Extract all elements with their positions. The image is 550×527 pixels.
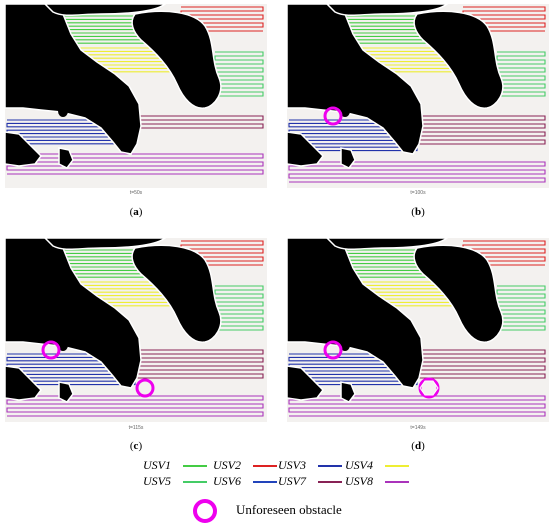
panel-c-map [5,238,267,422]
legend-label: USV8 [345,474,373,488]
land-mass [58,147,74,169]
coverage-map [5,238,264,417]
panel-d-time: t=149s [410,425,426,431]
panel-a-time: t=50s [129,190,143,196]
land-mass [287,4,424,155]
islet [340,105,350,117]
panel-d-map [287,238,549,422]
obstacle-legend-label: Unforeseen obstacle [236,502,342,517]
land-mass [413,10,504,109]
usv8-path [6,395,264,417]
land-mass [5,131,42,167]
obstacle-ring-icon [193,499,217,523]
legend-swatch [385,465,409,467]
legend-swatch [318,465,342,467]
legend-label: USV3 [278,458,306,472]
coverage-map [5,4,264,175]
panel-b-time: t=100s [410,190,426,196]
coverage-map [287,4,546,183]
panel-d-caption: (d) [411,440,425,452]
usv5-path [214,51,264,97]
legend-label: USV6 [213,474,241,488]
legend-swatch [253,465,277,467]
panel-c-caption: (c) [129,440,143,452]
usv5-path [496,285,546,331]
obstacle-boundary [419,380,439,396]
land-mass [43,238,167,251]
panel-a-caption: (a) [129,206,143,218]
land-mass [58,381,74,403]
islet [58,105,68,117]
legend-swatch [183,465,207,467]
legend-label: USV4 [345,458,373,472]
land-mass [325,4,449,17]
legend-label: USV2 [213,458,241,472]
islet [340,339,350,351]
land-mass [43,4,167,17]
panel-b-caption: (b) [411,206,425,218]
unforeseen-obstacle-icon [323,340,343,360]
coverage-map [287,238,546,417]
panel-b-map [287,4,549,188]
legend-swatch [318,481,342,483]
land-mass [5,238,142,389]
usv8-path [288,395,546,417]
legend-label: USV5 [143,474,171,488]
land-mass [5,4,142,155]
usv7-path [418,115,546,145]
usv7-path [136,349,264,379]
legend-swatch [385,481,409,483]
unforeseen-obstacle-icon [323,106,343,126]
land-mass [287,238,424,389]
land-mass [340,381,356,403]
legend-label: USV7 [278,474,306,488]
unforeseen-obstacle-icon [135,378,155,398]
land-mass [131,10,222,109]
unforeseen-obstacle-icon [41,340,61,360]
usv7-path [418,349,546,379]
unforeseen-obstacle-icon [418,377,440,399]
legend-label: USV1 [143,458,171,472]
usv7-path [136,115,264,129]
panel-a-map [5,4,267,188]
panel-c-time: t=115s [128,425,144,431]
land-mass [5,365,42,401]
land-mass [287,131,324,167]
land-mass [131,244,222,343]
land-mass [325,238,449,251]
land-mass [413,244,504,343]
usv5-path [214,285,264,331]
usv8-path [288,161,546,183]
usv5-path [496,51,546,97]
legend-swatch [183,481,207,483]
islet [58,339,68,351]
land-mass [340,147,356,169]
legend-swatch [253,481,277,483]
land-mass [287,365,324,401]
usv8-path [6,153,264,175]
